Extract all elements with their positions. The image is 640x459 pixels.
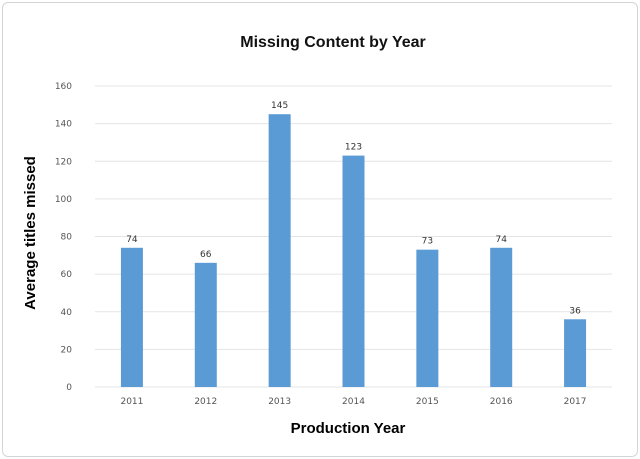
y-axis-ticks: 0 20 40 60 80 100 120 140 160 <box>55 82 72 393</box>
x-tick-label: 2012 <box>194 397 217 407</box>
bar-2014 <box>342 155 365 387</box>
x-tick-label: 2014 <box>342 397 365 407</box>
bar-2011 <box>120 247 143 387</box>
data-label-2015: 73 <box>422 237 433 247</box>
data-label-2012: 66 <box>200 250 212 260</box>
bar-2013 <box>268 114 291 387</box>
chart-title: Missing Content by Year <box>240 34 426 51</box>
y-tick-label: 140 <box>55 120 72 130</box>
bar-2017 <box>564 319 587 387</box>
x-tick-label: 2013 <box>268 397 291 407</box>
x-axis-ticks: 2011 2012 2013 2014 2015 2016 2017 <box>120 397 586 407</box>
x-tick-label: 2015 <box>416 397 439 407</box>
y-tick-label: 40 <box>61 308 73 318</box>
data-label-2017: 36 <box>569 306 581 316</box>
y-tick-label: 60 <box>61 270 73 280</box>
x-tick-label: 2017 <box>564 397 587 407</box>
data-label-2011: 74 <box>126 235 138 245</box>
data-label-2016: 74 <box>495 235 507 245</box>
bars <box>120 114 587 387</box>
data-label-2014: 123 <box>345 143 362 153</box>
data-label-2013: 145 <box>271 101 288 111</box>
y-tick-label: 0 <box>66 383 72 393</box>
bar-2012 <box>194 262 217 387</box>
y-tick-label: 160 <box>55 82 72 92</box>
y-tick-label: 120 <box>55 157 72 167</box>
y-tick-label: 20 <box>61 345 73 355</box>
bar-2016 <box>490 247 513 387</box>
y-tick-label: 100 <box>55 195 72 205</box>
y-tick-label: 80 <box>61 233 73 243</box>
bar-2015 <box>416 249 439 387</box>
data-labels: 74 66 145 123 73 74 36 <box>126 101 581 316</box>
x-axis-title: Production Year <box>291 420 406 437</box>
x-tick-label: 2011 <box>120 397 143 407</box>
x-tick-label: 2016 <box>490 397 513 407</box>
y-axis-title: Average titles missed <box>22 156 39 310</box>
